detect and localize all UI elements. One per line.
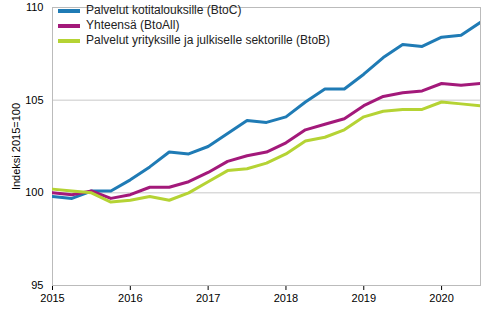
svg-text:105: 105: [25, 94, 43, 106]
svg-text:110: 110: [26, 1, 44, 13]
svg-text:2015: 2015: [40, 292, 64, 304]
svg-text:Indeksi 2015=100: Indeksi 2015=100: [10, 103, 22, 190]
html-text:Yhteensä (BtoAll): Yhteensä (BtoAll): [86, 18, 180, 32]
svg-text:2019: 2019: [352, 292, 376, 304]
svg-text:2016: 2016: [118, 292, 142, 304]
html-text:Palvelut yrityksille ja julkis: Palvelut yrityksille ja julkiselle sekto…: [86, 33, 331, 47]
svg-text:100: 100: [25, 186, 43, 198]
svg-text:2018: 2018: [274, 292, 298, 304]
svg-text:95: 95: [31, 279, 43, 291]
html-text:Palvelut kotitalouksille (BtoC: Palvelut kotitalouksille (BtoC): [86, 3, 242, 17]
svg-text:2020: 2020: [429, 292, 453, 304]
svg-text:2017: 2017: [196, 292, 220, 304]
